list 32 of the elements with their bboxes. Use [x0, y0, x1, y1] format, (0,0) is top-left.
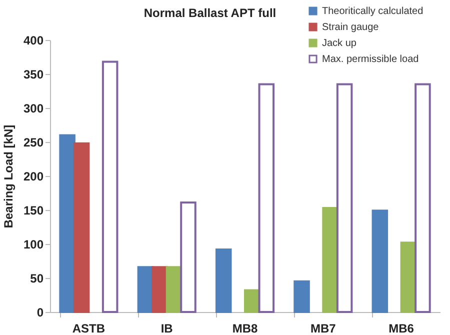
x-tick-label: IB: [160, 322, 174, 335]
bar: [215, 248, 232, 313]
y-tick-label: 250: [23, 136, 44, 150]
bar: [59, 134, 76, 313]
x-tick-label: MB8: [232, 322, 258, 335]
legend-label: Max. permissible load: [322, 54, 419, 65]
y-tick-label: 300: [23, 102, 44, 116]
y-tick-label: 0: [36, 306, 44, 320]
legend-label: Theoritically calculated: [322, 6, 424, 17]
bar: [102, 60, 118, 313]
y-tick-label: 400: [23, 34, 44, 48]
y-tick-label: 50: [30, 272, 44, 286]
x-tick-label: MB7: [310, 322, 336, 335]
bar: [258, 83, 275, 313]
bar: [294, 280, 310, 313]
y-tick-label: 350: [23, 68, 44, 82]
bar: [73, 142, 90, 313]
bar: [336, 83, 353, 313]
bar: [244, 289, 260, 313]
bar: [180, 202, 196, 313]
legend-label: Jack up: [322, 38, 357, 49]
x-tick-label: ASTB: [72, 322, 106, 335]
y-axis-title: Bearing Load [kN]: [1, 124, 16, 228]
y-tick-label: 150: [23, 204, 44, 218]
bar: [152, 266, 168, 313]
x-tick-label: MB6: [388, 322, 414, 335]
y-tick-label: 200: [23, 170, 44, 184]
y-tick-label: 100: [23, 238, 44, 252]
bar: [372, 210, 388, 313]
legend-label: Strain gauge: [322, 22, 380, 33]
bar: [414, 83, 431, 313]
chart-title: Normal Ballast APT full: [144, 6, 276, 20]
